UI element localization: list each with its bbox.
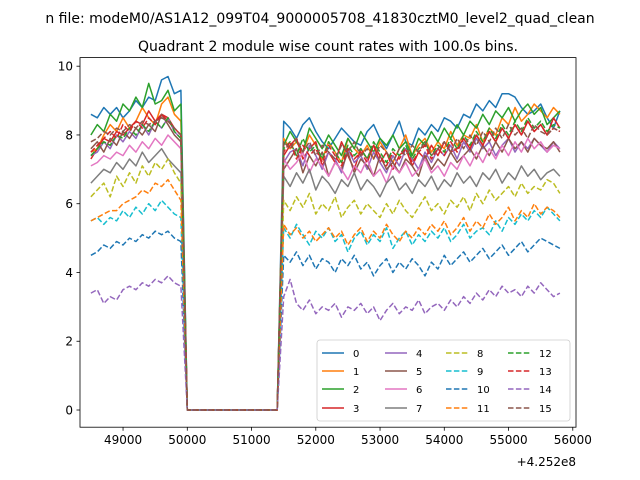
series-line-2 — [90, 82, 561, 411]
legend-label-15: 15 — [539, 404, 552, 415]
legend-label-5: 5 — [416, 367, 422, 378]
x-tick-label: 49000 — [104, 433, 142, 447]
legend-label-12: 12 — [539, 349, 552, 360]
y-tick-label: 10 — [58, 59, 73, 73]
legend-label-3: 3 — [353, 404, 359, 415]
x-offset-text: +4.252e8 — [517, 455, 576, 469]
x-tick-label: 55000 — [489, 433, 527, 447]
series-line-9 — [90, 199, 561, 411]
legend-label-10: 10 — [477, 385, 490, 396]
legend-label-7: 7 — [416, 404, 422, 415]
y-tick-label: 2 — [65, 335, 73, 349]
series-line-12 — [90, 117, 561, 411]
series-line-8 — [90, 158, 561, 411]
series-line-5 — [90, 113, 561, 411]
y-tick-label: 8 — [65, 128, 73, 142]
y-tick-label: 4 — [65, 266, 73, 280]
y-tick-label: 6 — [65, 197, 73, 211]
x-tick-label: 54000 — [425, 433, 463, 447]
series-line-10 — [90, 230, 561, 411]
figure-suptitle: n file: modeM0/AS1A12_099T04_9000005708_… — [45, 11, 594, 27]
x-tick-label: 51000 — [232, 433, 270, 447]
x-tick-label: 50000 — [168, 433, 206, 447]
series-line-6 — [90, 134, 561, 411]
legend-label-9: 9 — [477, 367, 483, 378]
legend-label-14: 14 — [539, 385, 552, 396]
x-tick-label: 52000 — [297, 433, 335, 447]
legend-label-8: 8 — [477, 349, 483, 360]
ticks-layer: 49000 50000 51000 52000 53000 54000 55000 56000… — [58, 59, 592, 447]
series-line-0 — [90, 75, 561, 411]
x-tick-label: 56000 — [554, 433, 592, 447]
legend-label-6: 6 — [416, 385, 422, 396]
legend-label-1: 1 — [353, 367, 359, 378]
series-line-7 — [90, 147, 561, 411]
legend-label-11: 11 — [477, 404, 490, 415]
chart-title: Quadrant 2 module wise count rates with … — [138, 39, 518, 55]
series-line-15 — [90, 117, 561, 411]
series-layer — [90, 75, 561, 411]
axes-frame — [79, 57, 577, 428]
series-line-14 — [90, 275, 561, 411]
legend-frame — [316, 339, 571, 422]
x-tick-label: 53000 — [361, 433, 399, 447]
legend-label-2: 2 — [353, 385, 359, 396]
legend-label-13: 13 — [539, 367, 552, 378]
y-tick-label: 0 — [65, 403, 73, 417]
plot-area: 49000 50000 51000 52000 53000 54000 55000 56000… — [58, 57, 592, 469]
legend-label-4: 4 — [416, 349, 422, 360]
series-line-11 — [90, 178, 561, 411]
legend-label-0: 0 — [353, 349, 359, 360]
